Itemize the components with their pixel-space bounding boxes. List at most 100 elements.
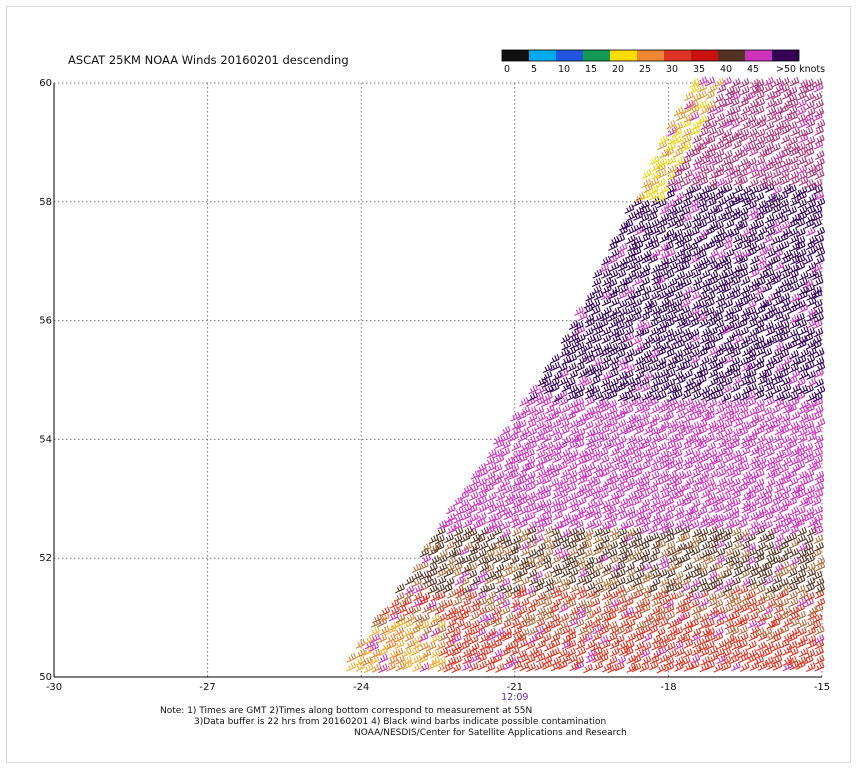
- wind-barb-2449: [782, 249, 792, 260]
- wind-barb-315: [609, 625, 620, 635]
- wind-barb-496: [748, 603, 758, 614]
- wind-barb-1523: [707, 448, 718, 459]
- wind-barb-2337: [749, 278, 760, 288]
- colorbar-swatch-2: [556, 50, 583, 61]
- wind-barb-2021: [615, 349, 626, 359]
- wind-barb-1446: [749, 461, 760, 472]
- wind-barb-226: [787, 640, 798, 651]
- wind-barb-983: [618, 534, 629, 545]
- wind-barb-1779: [599, 398, 610, 409]
- wind-barb-2327: [667, 277, 678, 288]
- wind-barb-2473: [764, 242, 774, 253]
- wind-barb-2053: [616, 342, 627, 353]
- wind-barb-18: [495, 663, 505, 673]
- wind-barb-1658: [526, 419, 537, 429]
- wind-barb-1403: [741, 470, 752, 481]
- wind-barb-793: [659, 560, 670, 571]
- wind-barb-638: [625, 583, 636, 594]
- wind-barb-534: [623, 597, 634, 608]
- wind-barb-2196: [773, 311, 784, 322]
- wind-barb-2301: [683, 285, 693, 296]
- wind-barb-2023: [633, 346, 643, 357]
- wind-barb-2686: [758, 176, 768, 187]
- wind-barb-2943: [697, 76, 708, 86]
- wind-barb-2735: [806, 163, 817, 174]
- wind-barb-1078: [624, 519, 635, 530]
- wind-swath: [346, 76, 826, 674]
- wind-barb-2636: [705, 191, 716, 202]
- wind-barb-408: [469, 611, 480, 621]
- wind-barb-120: [388, 649, 399, 659]
- wind-barb-1167: [602, 504, 612, 514]
- wind-barb-1210: [586, 499, 596, 510]
- wind-barb-2582: [640, 205, 651, 216]
- wind-barb-1577: [493, 434, 503, 445]
- wind-barb-557: [815, 597, 826, 608]
- wind-barb-1518: [667, 447, 678, 458]
- wind-barb-1505: [560, 447, 571, 458]
- wind-barb-2583: [648, 205, 658, 216]
- wind-barb-2590: [708, 205, 719, 215]
- wind-barb-352: [461, 620, 472, 631]
- wind-barb-1732: [520, 405, 530, 416]
- wind-barb-931: [582, 540, 593, 551]
- wind-barb-1937: [741, 369, 752, 380]
- wind-barb-1995: [667, 356, 677, 366]
- wind-barb-9: [419, 662, 430, 673]
- wind-barb-1615: [807, 432, 818, 442]
- wind-barb-1860: [672, 383, 683, 394]
- wind-barb-1807: [533, 392, 544, 402]
- wind-barb-1287: [495, 483, 506, 494]
- wind-barb-741: [642, 570, 653, 581]
- wind-barb-2431: [631, 246, 642, 257]
- wind-barb-1653: [797, 426, 808, 437]
- wind-barb-609: [814, 589, 825, 600]
- wind-barb-2843: [716, 119, 727, 130]
- wind-barb-29: [583, 663, 593, 674]
- wind-barb-2666: [772, 185, 783, 195]
- wind-barb-1198: [484, 499, 495, 510]
- wind-barb-1820: [642, 390, 653, 401]
- wind-barb-912: [430, 542, 441, 552]
- wind-barb-1226: [713, 496, 724, 507]
- wind-barb-2692: [804, 178, 815, 189]
- wind-barb-2260: [812, 299, 823, 309]
- wind-barb-1292: [535, 485, 546, 495]
- wind-barb-1990: [623, 354, 634, 365]
- wind-barb-2225: [766, 304, 776, 315]
- wind-barb-224: [771, 642, 781, 652]
- wind-barb-2418: [738, 254, 749, 265]
- wind-barb-21: [519, 661, 529, 672]
- wind-barb-1991: [634, 355, 644, 366]
- wind-barb-1719: [716, 412, 727, 422]
- wind-barb-981: [600, 534, 610, 545]
- wind-barb-1180: [708, 503, 719, 514]
- wind-barb-1910: [796, 377, 806, 388]
- wind-barb-751: [722, 568, 733, 579]
- wind-barb-2629: [649, 190, 659, 201]
- wind-barb-839: [632, 553, 643, 563]
- wind-barb-2457: [633, 240, 644, 251]
- wind-barb-1255: [590, 491, 601, 502]
- wind-barb-774: [503, 561, 513, 572]
- wind-barb-94: [641, 655, 652, 666]
- wind-barb-1592: [616, 435, 627, 446]
- wind-barb-2411: [681, 254, 692, 265]
- wind-barb-1001: [765, 532, 775, 543]
- wind-barb-625: [516, 584, 527, 595]
- wind-barb-1034: [648, 524, 658, 535]
- wind-barb-2816: [805, 135, 816, 146]
- wind-barb-1477: [664, 456, 675, 467]
- wind-barb-2600: [787, 206, 798, 216]
- wind-barb-2864: [738, 113, 749, 124]
- wind-barb-2297: [651, 282, 662, 293]
- note-line-2: 3)Data buffer is 22 hrs from 20160201 4)…: [194, 717, 607, 727]
- wind-barb-4: [378, 663, 388, 674]
- wind-barb-967: [485, 532, 496, 543]
- wind-barb-113: [796, 656, 807, 666]
- wind-barb-2525: [772, 225, 783, 236]
- wind-barb-1526: [731, 449, 742, 460]
- wind-barb-1497: [492, 448, 503, 459]
- wind-barb-2211: [650, 305, 661, 316]
- wind-barb-13: [451, 663, 462, 674]
